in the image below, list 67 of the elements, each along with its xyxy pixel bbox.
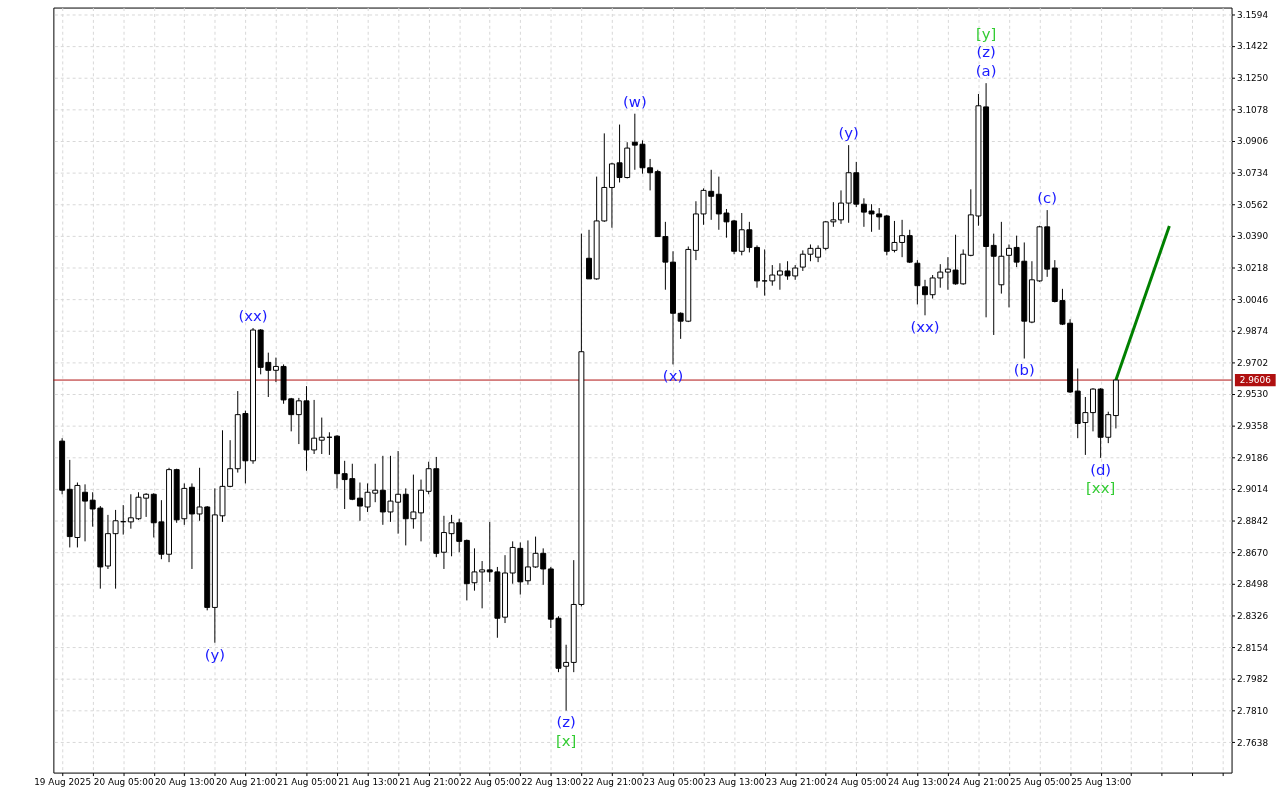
y-tick-label: 3.1422 bbox=[1237, 41, 1269, 52]
candlestick bbox=[769, 264, 776, 287]
y-tick-label: 3.0390 bbox=[1237, 231, 1269, 242]
y-tick-label: 3.0906 bbox=[1237, 136, 1269, 147]
x-tick-label: 23 Aug 05:00 bbox=[643, 776, 704, 787]
annotation: (a) bbox=[975, 62, 997, 80]
x-tick-label: 22 Aug 21:00 bbox=[582, 776, 643, 787]
candlestick bbox=[586, 229, 592, 280]
y-tick-label: 2.9186 bbox=[1237, 452, 1269, 463]
y-tick-label: 2.8498 bbox=[1237, 579, 1269, 590]
x-tick-label: 20 Aug 21:00 bbox=[215, 776, 277, 787]
x-tick-label: 21 Aug 13:00 bbox=[338, 776, 399, 787]
y-tick-label: 2.8842 bbox=[1237, 516, 1269, 527]
y-tick-label: 2.9530 bbox=[1237, 389, 1269, 400]
ref-line-label: 2.9606 bbox=[1239, 375, 1272, 386]
annotation: (b) bbox=[1013, 361, 1035, 379]
annotation: (y) bbox=[838, 124, 859, 142]
y-tick-label: 2.9702 bbox=[1237, 357, 1269, 368]
y-tick-label: 2.7638 bbox=[1237, 737, 1269, 748]
x-tick-label: 23 Aug 21:00 bbox=[765, 776, 826, 787]
annotation: [x] bbox=[555, 732, 577, 750]
candlestick bbox=[1006, 243, 1012, 308]
x-tick-label: 22 Aug 13:00 bbox=[521, 776, 582, 787]
y-tick-label: 2.9358 bbox=[1237, 421, 1269, 432]
annotation: (d) bbox=[1090, 460, 1112, 478]
annotation: [y] bbox=[975, 24, 997, 42]
x-tick-label: 21 Aug 05:00 bbox=[277, 776, 338, 787]
annotation: (z) bbox=[976, 43, 996, 61]
annotation: (w) bbox=[622, 92, 647, 110]
annotation: (xx) bbox=[238, 307, 268, 325]
y-tick-label: 2.8326 bbox=[1237, 610, 1269, 621]
annotation: (z) bbox=[556, 713, 576, 731]
y-tick-label: 2.8154 bbox=[1237, 642, 1269, 653]
y-tick-label: 2.9874 bbox=[1237, 326, 1269, 337]
x-tick-label: 20 Aug 05:00 bbox=[93, 776, 154, 787]
x-tick-label: 24 Aug 21:00 bbox=[949, 776, 1010, 787]
y-tick-label: 2.9014 bbox=[1237, 484, 1269, 495]
candlestick bbox=[318, 417, 325, 455]
x-tick-label: 24 Aug 05:00 bbox=[826, 776, 888, 787]
candlestick bbox=[761, 248, 768, 297]
annotation: (x) bbox=[662, 367, 684, 385]
x-tick-label: 19 Aug 2025 bbox=[34, 776, 92, 787]
candlestick bbox=[914, 259, 921, 305]
y-tick-label: 3.1594 bbox=[1237, 9, 1269, 20]
y-tick-label: 2.8670 bbox=[1237, 547, 1269, 558]
x-tick-label: 25 Aug 13:00 bbox=[1071, 776, 1132, 787]
annotation: (c) bbox=[1037, 189, 1058, 207]
x-tick-label: 20 Aug 13:00 bbox=[154, 776, 216, 787]
candlestick bbox=[922, 279, 928, 316]
y-tick-label: 3.0046 bbox=[1237, 294, 1269, 305]
x-tick-label: 22 Aug 05:00 bbox=[460, 776, 521, 787]
x-tick-label: 21 Aug 21:00 bbox=[399, 776, 460, 787]
y-tick-label: 3.0562 bbox=[1237, 199, 1269, 210]
y-tick-label: 3.1250 bbox=[1237, 73, 1269, 84]
x-tick-label: 24 Aug 13:00 bbox=[887, 776, 949, 787]
y-tick-label: 2.7810 bbox=[1237, 705, 1269, 716]
candlestick bbox=[838, 189, 844, 225]
annotation: (xx) bbox=[910, 318, 940, 336]
annotation: (y) bbox=[204, 645, 226, 663]
candlestick bbox=[1090, 387, 1096, 432]
y-tick-label: 3.0218 bbox=[1237, 262, 1269, 273]
y-tick-label: 3.1078 bbox=[1237, 104, 1269, 115]
annotation: [xx] bbox=[1086, 479, 1116, 497]
y-tick-label: 2.7982 bbox=[1237, 674, 1269, 685]
y-tick-label: 3.0734 bbox=[1237, 168, 1269, 179]
x-tick-label: 25 Aug 05:00 bbox=[1010, 776, 1071, 787]
x-tick-label: 23 Aug 13:00 bbox=[704, 776, 765, 787]
